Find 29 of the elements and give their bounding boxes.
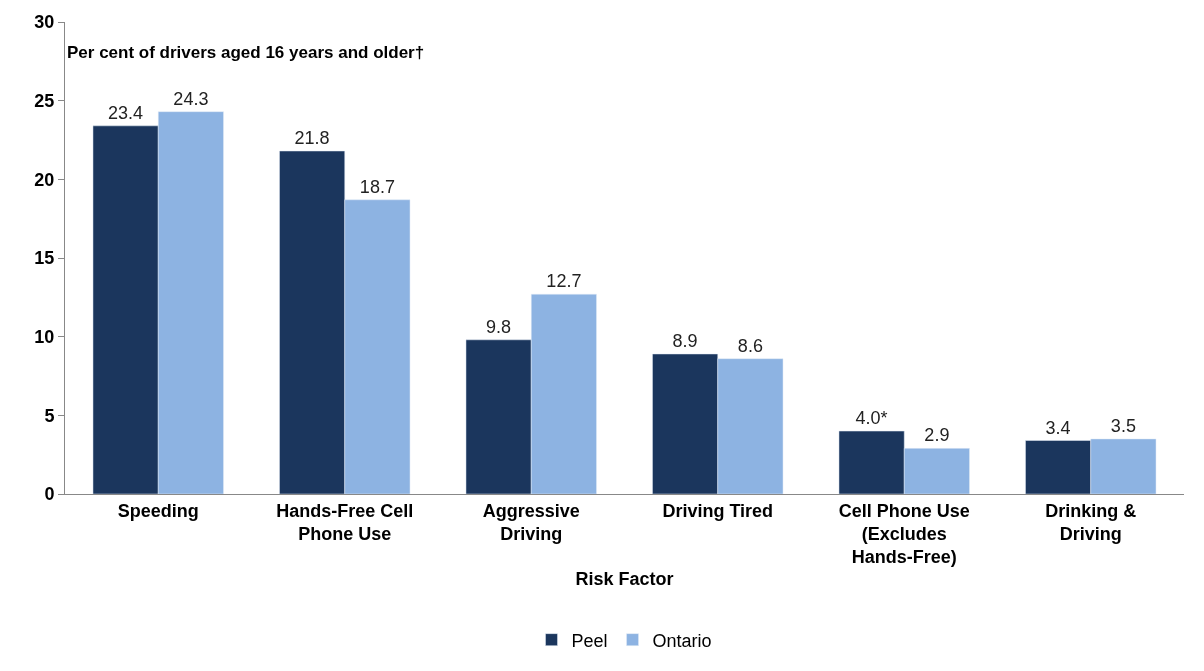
data-label: 3.5 bbox=[1110, 415, 1136, 436]
y-tick-label: 5 bbox=[44, 405, 55, 426]
x-tick-label: Driving Tired bbox=[662, 500, 774, 521]
data-label: 4.0* bbox=[855, 408, 888, 429]
y-tick-label: 15 bbox=[34, 248, 55, 269]
data-label: 18.7 bbox=[359, 176, 395, 197]
y-tick-label: 0 bbox=[44, 484, 55, 505]
data-label: 24.3 bbox=[173, 88, 209, 109]
x-tick-label: Drinking & Driving bbox=[1045, 500, 1137, 544]
legend-label: Peel bbox=[571, 630, 608, 651]
data-label: 21.8 bbox=[294, 128, 330, 149]
data-label: 8.9 bbox=[672, 330, 698, 351]
data-label: 2.9 bbox=[924, 425, 950, 446]
y-axis-title: Per cent of drivers aged 16 years and older† bbox=[67, 43, 425, 62]
y-tick-label: 20 bbox=[34, 169, 55, 190]
data-label: 23.4 bbox=[108, 102, 144, 123]
y-tick-label: 30 bbox=[34, 12, 55, 33]
legend-label: Ontario bbox=[652, 630, 712, 651]
x-tick-label: Speeding bbox=[117, 500, 199, 521]
x-tick-label: Aggressive Driving bbox=[482, 500, 580, 544]
x-tick-label: Hands-Free Cell Phone Use bbox=[276, 500, 414, 544]
x-tick-label: Cell Phone Use (Excludes Hands-Free) bbox=[838, 500, 970, 568]
y-tick-label: 25 bbox=[34, 90, 55, 111]
data-label: 9.8 bbox=[486, 316, 512, 337]
data-label: 3.4 bbox=[1045, 417, 1071, 438]
x-axis-title: Risk Factor bbox=[575, 568, 674, 589]
y-tick-label: 10 bbox=[34, 326, 55, 347]
data-label: 12.7 bbox=[546, 271, 582, 292]
data-label: 8.6 bbox=[737, 335, 763, 356]
